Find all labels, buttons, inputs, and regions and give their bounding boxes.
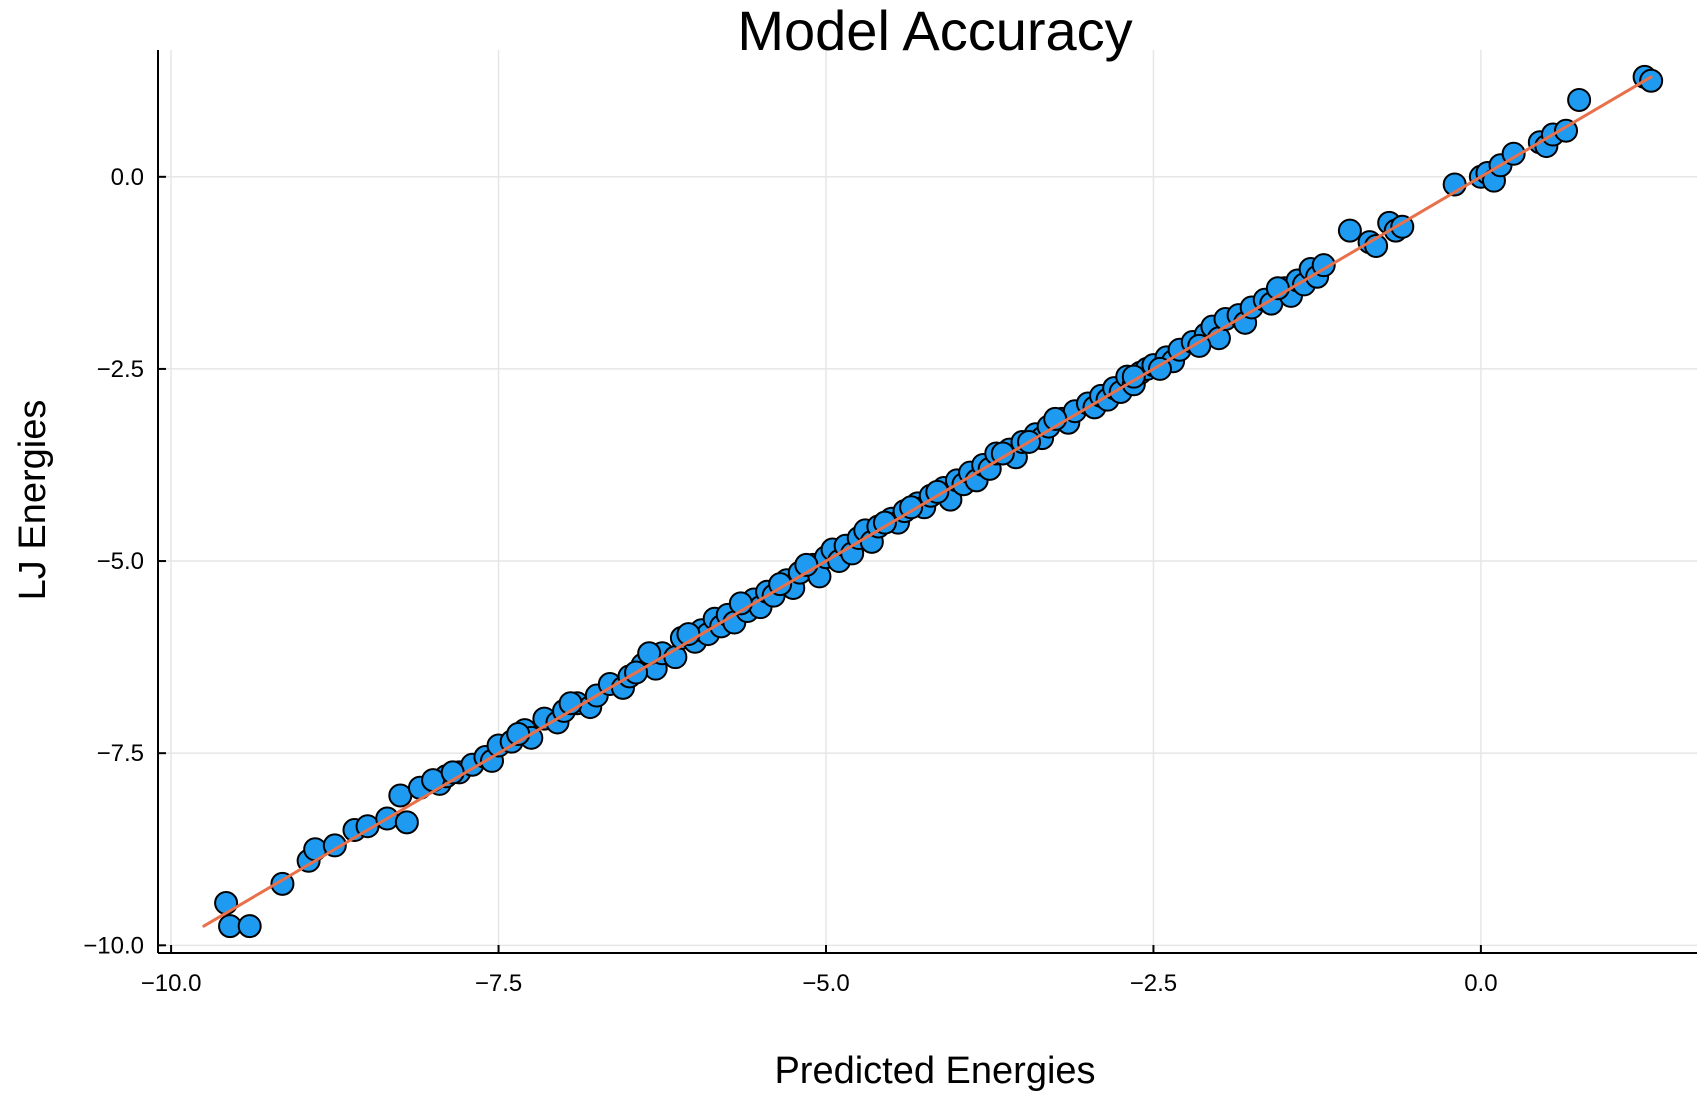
- x-tick-label: −5.0: [802, 970, 849, 997]
- y-tick-label: −10.0: [83, 932, 144, 959]
- scatter-point: [214, 891, 239, 916]
- scatter-point: [1337, 218, 1362, 243]
- chart-title: Model Accuracy: [737, 0, 1132, 62]
- axes: [157, 50, 1697, 954]
- x-tick-label: −10.0: [141, 970, 202, 997]
- x-axis-title: Predicted Energies: [774, 1050, 1095, 1092]
- grid: [158, 50, 1697, 953]
- scatter-point: [1639, 68, 1664, 93]
- x-tick-label: −7.5: [475, 970, 522, 997]
- y-tick-label: −7.5: [97, 740, 144, 767]
- y-axis-title: LJ Energies: [12, 400, 54, 601]
- y-tick-label: 0.0: [111, 164, 144, 191]
- x-tick-label: −2.5: [1130, 970, 1177, 997]
- x-tick-label: 0.0: [1464, 970, 1497, 997]
- scatter-point: [237, 914, 262, 939]
- scatter-point: [1567, 87, 1592, 112]
- y-tick-label: −5.0: [97, 548, 144, 575]
- fit-line-group: [202, 75, 1653, 928]
- fit-line: [202, 75, 1653, 928]
- y-tick-label: −2.5: [97, 356, 144, 383]
- scatter-point: [394, 810, 419, 835]
- tick-labels: −10.0 −7.5 −5.0 −2.5 0.0 −10.0 −7.5 −5.0 −2.5 0.0: [83, 164, 1497, 997]
